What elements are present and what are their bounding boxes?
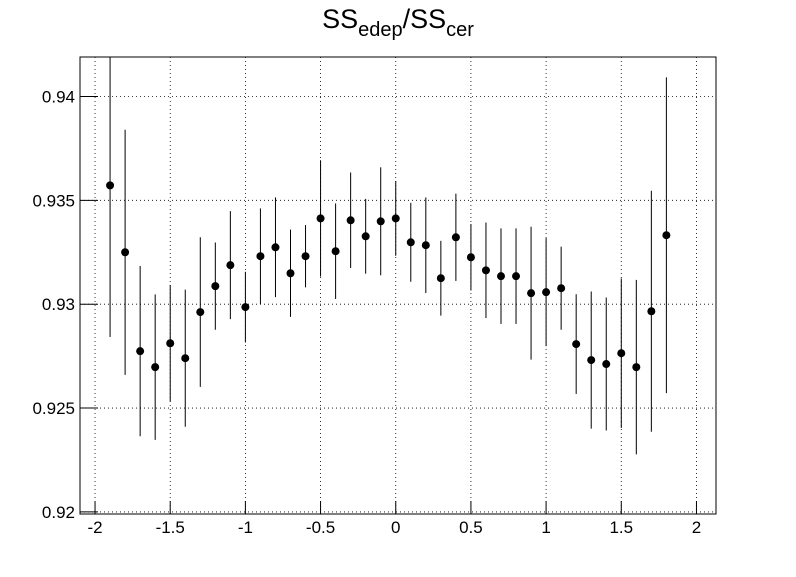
point bbox=[436, 274, 445, 283]
point bbox=[496, 272, 505, 281]
point bbox=[316, 214, 325, 223]
point bbox=[451, 233, 460, 242]
x-tick-label: 1 bbox=[541, 518, 550, 537]
point bbox=[391, 214, 400, 223]
x-tick-label: -2 bbox=[87, 518, 102, 537]
point bbox=[557, 284, 566, 293]
point bbox=[121, 248, 130, 257]
point bbox=[286, 269, 295, 278]
y-tick-label: 0.925 bbox=[32, 399, 75, 418]
point bbox=[106, 181, 115, 190]
point bbox=[226, 261, 235, 270]
point bbox=[527, 289, 536, 298]
x-tick-label: 0 bbox=[391, 518, 400, 537]
point bbox=[542, 288, 551, 297]
point bbox=[361, 232, 370, 241]
point bbox=[211, 282, 220, 291]
point bbox=[181, 354, 190, 363]
title-subscript: cer bbox=[446, 19, 474, 41]
point bbox=[466, 253, 475, 262]
frame bbox=[79, 56, 717, 515]
x-tick-label: -1 bbox=[238, 518, 253, 537]
y-tick-label: 0.94 bbox=[42, 87, 75, 106]
plot-area bbox=[106, 57, 671, 455]
x-tick-label: 1.5 bbox=[609, 518, 633, 537]
point bbox=[617, 349, 626, 358]
point bbox=[241, 303, 250, 312]
x-tick-label: -1.5 bbox=[156, 518, 185, 537]
point bbox=[662, 231, 671, 240]
point bbox=[647, 307, 656, 316]
y-tick-label: 0.93 bbox=[42, 295, 75, 314]
y-tick-label: 0.92 bbox=[42, 503, 75, 522]
point bbox=[632, 363, 641, 372]
point bbox=[346, 216, 355, 225]
point bbox=[301, 252, 310, 261]
point bbox=[512, 272, 521, 281]
chart-title: SSedep/SScer bbox=[322, 4, 474, 41]
point bbox=[151, 363, 160, 372]
point bbox=[481, 266, 490, 275]
point bbox=[572, 340, 581, 349]
title-part: /SS bbox=[403, 4, 447, 34]
axes: -2 -1.5 -1 -0.5 0 0.5 1 1.5 2 0.92 0.925 0.93 0.935 0… bbox=[32, 87, 701, 537]
point bbox=[406, 238, 415, 247]
grid bbox=[80, 57, 716, 514]
point bbox=[421, 241, 430, 250]
point bbox=[196, 308, 205, 317]
title-subscript: edep bbox=[358, 19, 403, 41]
point bbox=[331, 247, 340, 256]
y-tick-label: 0.935 bbox=[32, 191, 75, 210]
title-part: SS bbox=[322, 4, 358, 34]
point bbox=[587, 356, 596, 365]
point bbox=[256, 252, 265, 261]
x-tick-label: -0.5 bbox=[306, 518, 335, 537]
point bbox=[166, 339, 175, 348]
point bbox=[271, 243, 280, 252]
x-tick-label: 2 bbox=[692, 518, 701, 537]
point bbox=[376, 217, 385, 226]
point bbox=[136, 347, 145, 356]
point bbox=[602, 360, 611, 369]
x-tick-label: 0.5 bbox=[459, 518, 483, 537]
